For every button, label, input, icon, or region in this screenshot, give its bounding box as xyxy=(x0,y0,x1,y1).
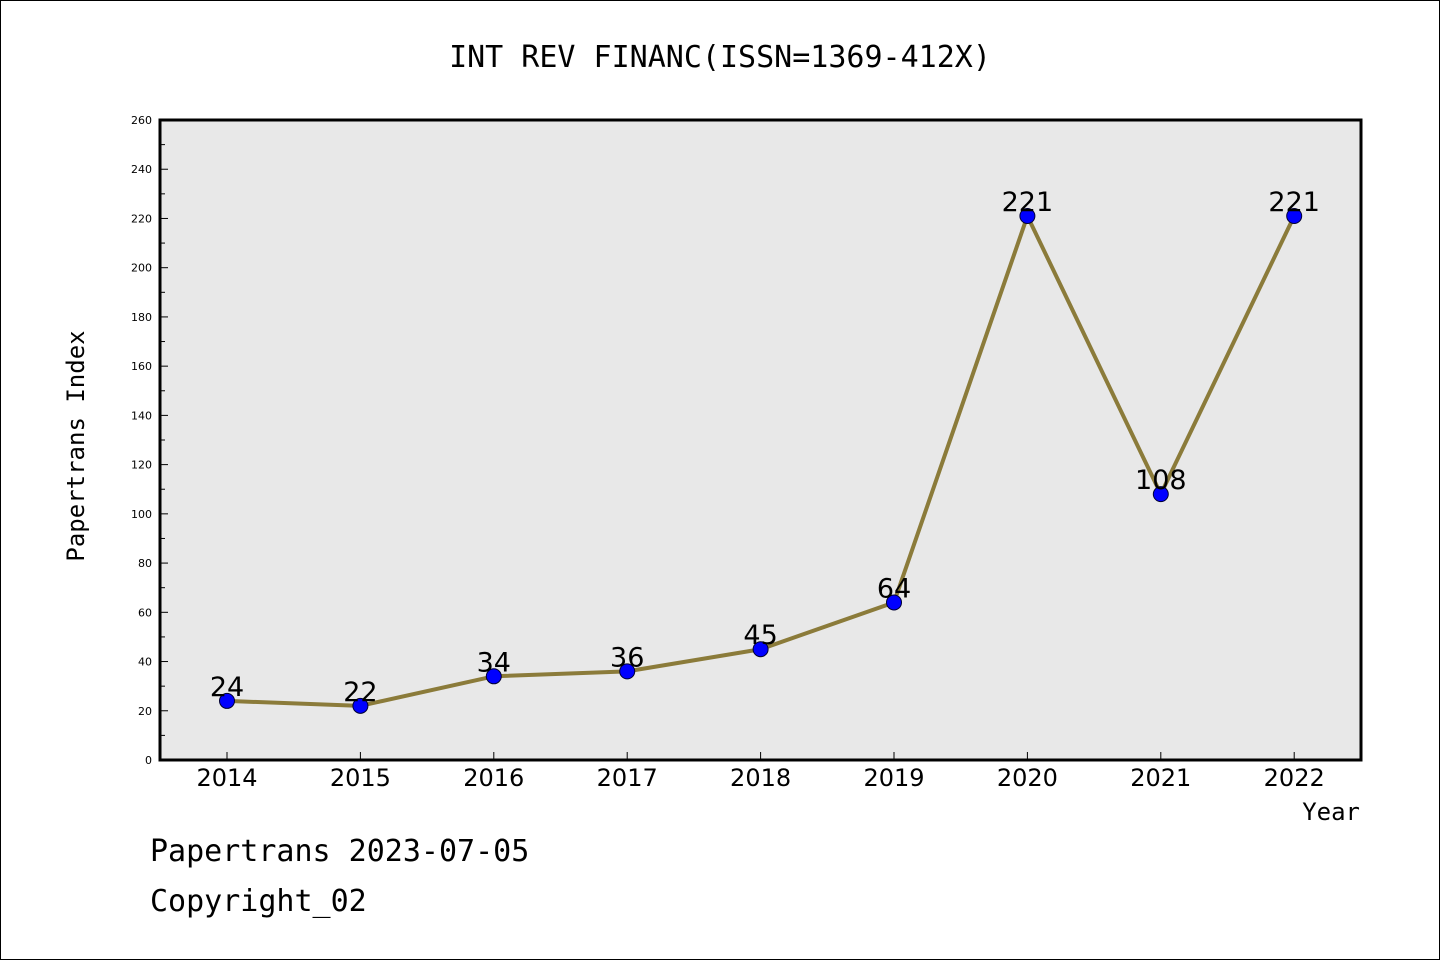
x-tick-label: 2020 xyxy=(997,764,1058,792)
data-point xyxy=(1019,208,1036,224)
x-tick-label: 2016 xyxy=(463,764,524,792)
data-point xyxy=(886,594,902,611)
footer-date: Papertrans 2023-07-05 xyxy=(150,834,530,869)
data-point xyxy=(752,641,769,658)
data-label: 22 xyxy=(343,677,377,708)
x-tick-label: 2015 xyxy=(330,764,391,792)
data-point xyxy=(485,668,502,685)
y-tick-label: 80 xyxy=(138,557,152,570)
data-labels: 24 22 34 36 45 64 221 108 221 xyxy=(210,187,1320,708)
y-tick-label: 160 xyxy=(131,360,152,373)
y-tick-label: 40 xyxy=(138,656,152,669)
y-tick-label: 20 xyxy=(138,705,152,718)
data-point xyxy=(1152,486,1169,503)
data-label: 34 xyxy=(477,647,511,678)
y-tick-label: 260 xyxy=(131,114,152,127)
y-tick-label: 240 xyxy=(131,163,152,176)
x-tick-label: 2019 xyxy=(863,764,924,792)
data-label: 108 xyxy=(1135,465,1187,496)
x-tick-label: 2022 xyxy=(1264,764,1325,792)
x-axis-title: Year xyxy=(1302,798,1360,826)
series-markers xyxy=(219,208,1303,714)
y-tick-label: 120 xyxy=(131,459,152,472)
chart-title: INT REV FINANC(ISSN=1369-412X) xyxy=(449,40,991,75)
y-tick-label: 200 xyxy=(131,262,152,275)
data-point xyxy=(352,697,369,714)
data-point xyxy=(619,663,636,680)
y-tick-label: 220 xyxy=(131,212,152,225)
y-tick-label: 180 xyxy=(131,311,152,324)
footer-copyright: Copyright_02 xyxy=(150,884,367,919)
y-tick-label: 100 xyxy=(131,508,152,521)
y-tick-label: 140 xyxy=(131,409,152,422)
x-tick-label: 2021 xyxy=(1130,764,1191,792)
data-label: 64 xyxy=(877,573,911,604)
data-point xyxy=(1286,208,1303,224)
data-label: 45 xyxy=(743,620,777,651)
x-tick-label: 2018 xyxy=(730,764,791,792)
data-label: 221 xyxy=(1268,187,1320,218)
y-tick-label: 60 xyxy=(138,606,152,619)
x-tick-label: 2017 xyxy=(597,764,658,792)
data-point xyxy=(219,692,235,709)
data-label: 221 xyxy=(1002,187,1054,218)
plot-area xyxy=(158,118,1363,762)
y-axis: 0 20 40 60 80 100 120 140 160 180 200 220 240 260 xyxy=(131,114,168,767)
y-tick-label: 0 xyxy=(145,754,152,767)
data-label: 24 xyxy=(210,672,244,703)
y-axis-title: Papertrans Index xyxy=(62,330,90,561)
data-label: 36 xyxy=(610,642,644,673)
x-axis: 2014 2015 2016 2017 2018 2019 2020 2021 2022 xyxy=(196,752,1325,792)
x-tick-label: 2014 xyxy=(196,764,257,792)
